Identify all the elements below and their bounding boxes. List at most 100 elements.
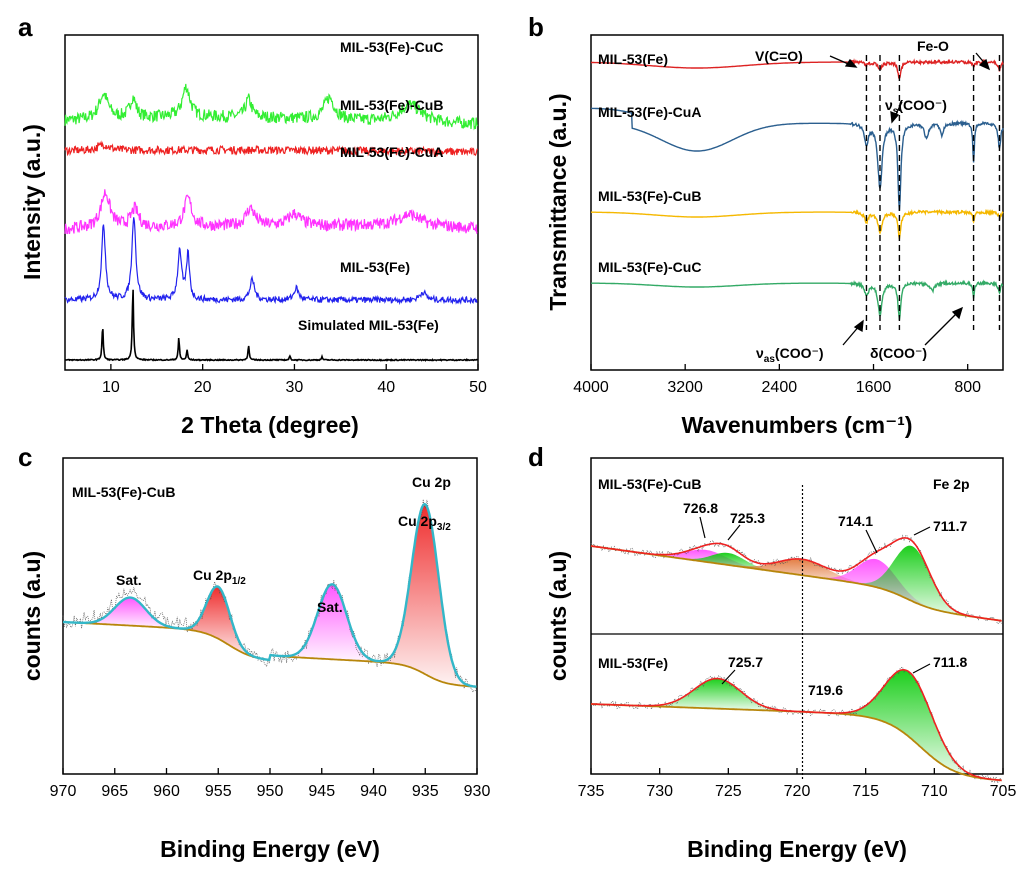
arrow-d-7268 — [699, 516, 706, 539]
panel-c-tick-label-2: 960 — [153, 783, 180, 800]
fe2p-mil-envelope — [591, 668, 1002, 782]
series-label-a-cub: MIL-53(Fe)-CuB — [340, 97, 443, 113]
ftir-series-1 — [591, 107, 1004, 211]
cu2p-envelope — [62, 502, 477, 688]
peak-label-c-2p32-main: Cu 2p — [398, 513, 437, 529]
peak-label-d-7118: 711.8 — [933, 654, 967, 670]
region-label-c: Cu 2p — [412, 474, 451, 490]
series-label-a-mil: MIL-53(Fe) — [340, 259, 410, 275]
arrow-d-7257 — [721, 669, 736, 685]
xrd-series-4 — [64, 289, 479, 362]
panel-c-tick-label-0: 970 — [50, 783, 77, 800]
peak-label-d-7117: 711.7 — [933, 518, 967, 534]
panel-letter-a: a — [18, 12, 33, 42]
series-label-a-sim: Simulated MIL-53(Fe) — [298, 317, 439, 333]
panel-c-tick-label-3: 955 — [205, 783, 232, 800]
fe2p-mil-raw-data — [590, 666, 1002, 784]
panel-a-frame — [64, 34, 479, 371]
panel-d-tick-label-2: 725 — [715, 783, 742, 800]
annot-nu-s-symbol: ν — [885, 97, 893, 113]
arrow-nus-head — [890, 110, 900, 124]
series-label-a-cua: MIL-53(Fe)-CuA — [340, 144, 443, 160]
series-label-b-cua: MIL-53(Fe)-CuA — [598, 104, 701, 120]
x-axis-title-b: Wavenumbers (cm⁻¹) — [681, 412, 912, 438]
arrow-vco-head — [844, 58, 858, 68]
arrow-delta-head — [951, 306, 964, 320]
sample-label-d-bottom: MIL-53(Fe) — [598, 655, 668, 671]
ftir-series-2 — [591, 208, 1004, 240]
y-axis-title-c: counts (a.u) — [19, 551, 45, 681]
y-axis-title-a: Intensity (a.u.) — [19, 124, 45, 280]
panel-d-tick-label-1: 730 — [646, 783, 673, 800]
xrd-series-0 — [64, 83, 478, 131]
panel-c-tick-label-5: 945 — [308, 783, 335, 800]
annot-nu-as-text: (COO⁻) — [775, 345, 824, 361]
panel-a-tick-label-2: 30 — [286, 379, 304, 396]
panel-c: c 970 965 960 955 950 945 940 935 930 MIL-53(Fe)… — [18, 442, 490, 862]
panel-d-tick-label-0: 735 — [578, 783, 605, 800]
cu2p-component-0 — [78, 597, 181, 629]
panel-d-tick-label-6: 705 — [990, 783, 1017, 800]
region-label-d: Fe 2p — [933, 476, 970, 492]
panel-c-tick-label-6: 940 — [360, 783, 387, 800]
panel-letter-b: b — [528, 12, 544, 42]
panel-b-tick-label-1: 3200 — [667, 379, 703, 396]
peak-label-d-7196: 719.6 — [808, 682, 843, 698]
arrow-d-7253 — [727, 524, 741, 541]
panel-b-frame — [590, 34, 1004, 371]
cu2p-component-2 — [280, 584, 383, 663]
panel-c-tick-label-4: 950 — [257, 783, 284, 800]
y-axis-title-d: counts (a.u) — [545, 551, 571, 681]
peak-label-d-7141: 714.1 — [838, 513, 873, 529]
panel-a-tick-label-1: 20 — [194, 379, 212, 396]
panel-a-tick-label-0: 10 — [102, 379, 120, 396]
cu2p-component-1 — [166, 586, 269, 660]
panel-b: b 4000 3200 2400 1600 800 MIL-53(Fe) MIL-53(… — [528, 12, 1004, 438]
panel-letter-c: c — [18, 442, 32, 472]
annot-nu-s: νs(COO⁻) — [885, 97, 947, 117]
arrow-d-7118 — [912, 663, 931, 674]
panel-b-arrows — [829, 52, 991, 346]
panel-c-ticks: 970 965 960 955 950 945 940 935 930 — [50, 768, 490, 800]
panel-b-ticks: 4000 3200 2400 1600 800 — [573, 364, 981, 396]
panel-b-reference-lines — [865, 55, 1001, 330]
annot-delta: δ(COO⁻) — [870, 345, 927, 361]
panel-b-tick-label-4: 800 — [954, 379, 981, 396]
xrd-series-2 — [64, 189, 478, 235]
panel-d-plot — [590, 485, 1002, 784]
xrd-series-3 — [64, 217, 478, 306]
sample-label-c: MIL-53(Fe)-CuB — [72, 484, 175, 500]
panel-d: d 735 730 725 720 715 710 705 MIL-53(Fe)-CuB F… — [528, 442, 1016, 862]
peak-label-d-7257: 725.7 — [728, 654, 763, 670]
peak-label-c-sat1: Sat. — [116, 572, 142, 588]
arrow-d-7117 — [913, 526, 931, 536]
arrow-delta — [924, 311, 959, 346]
ftir-series-3 — [591, 279, 1003, 320]
panel-a-ticks: 10 20 30 40 50 — [102, 364, 487, 396]
fe2p-cub-envelope — [590, 537, 1002, 622]
peak-label-c-sat2: Sat. — [317, 599, 343, 615]
arrow-d-7141 — [865, 529, 878, 554]
panel-c-tick-label-1: 965 — [101, 783, 128, 800]
xrd-series-1 — [64, 140, 478, 158]
y-axis-title-b: Transmittance (a.u.) — [545, 93, 571, 310]
panel-d-tick-label-4: 715 — [852, 783, 879, 800]
peak-label-c-2p12-main: Cu 2p — [193, 567, 232, 583]
annot-nu-as-sub: as — [764, 354, 776, 365]
series-label-b-cuc: MIL-53(Fe)-CuC — [598, 259, 701, 275]
panel-b-tick-label-2: 2400 — [762, 379, 798, 396]
panel-d-tick-label-3: 720 — [784, 783, 811, 800]
sample-label-d-top: MIL-53(Fe)-CuB — [598, 476, 701, 492]
fe2p-mil-component-1 — [827, 669, 991, 780]
panel-a-tick-label-3: 40 — [377, 379, 395, 396]
panel-d-tick-label-5: 710 — [921, 783, 948, 800]
peak-label-c-2p12: Cu 2p1/2 — [193, 567, 246, 587]
annot-nu-as-symbol: ν — [756, 345, 764, 361]
peak-label-d-7268: 726.8 — [683, 500, 718, 516]
panel-b-tick-label-3: 1600 — [856, 379, 892, 396]
peak-label-c-2p12-sub: 1/2 — [232, 576, 246, 587]
panel-c-tick-label-7: 935 — [412, 783, 439, 800]
annot-nu-s-text: (COO⁻) — [898, 97, 947, 113]
panel-a-tick-label-4: 50 — [469, 379, 487, 396]
